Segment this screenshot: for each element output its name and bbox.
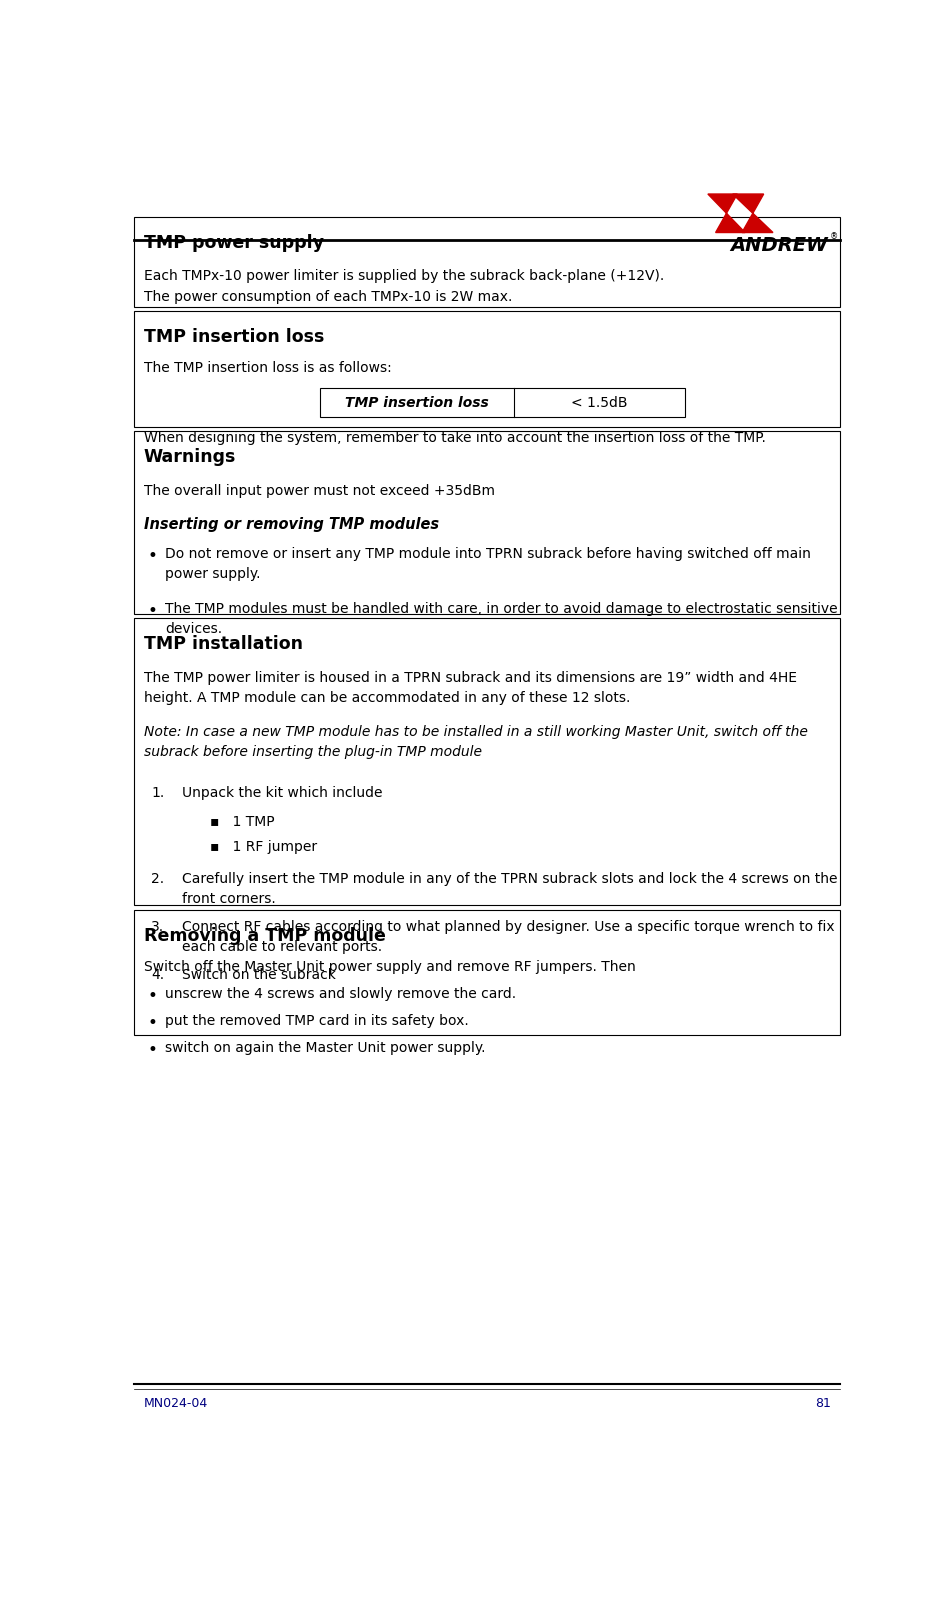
Text: Do not remove or insert any TMP module into TPRN subrack before having switched : Do not remove or insert any TMP module i… — [165, 547, 811, 581]
Text: TMP insertion loss: TMP insertion loss — [345, 396, 489, 409]
Text: •: • — [147, 547, 158, 565]
Text: 1.: 1. — [151, 786, 165, 800]
Polygon shape — [732, 194, 773, 233]
FancyBboxPatch shape — [134, 431, 841, 614]
Text: Note: In case a new TMP module has to be installed in a still working Master Uni: Note: In case a new TMP module has to be… — [144, 725, 807, 759]
Text: TMP power supply: TMP power supply — [144, 234, 323, 252]
Text: unscrew the 4 screws and slowly remove the card.: unscrew the 4 screws and slowly remove t… — [165, 986, 516, 1001]
FancyBboxPatch shape — [134, 909, 841, 1035]
Text: •: • — [147, 602, 158, 621]
Text: MN024-04: MN024-04 — [144, 1397, 208, 1410]
Text: Inserting or removing TMP modules: Inserting or removing TMP modules — [144, 518, 438, 533]
Text: 4.: 4. — [151, 967, 165, 982]
Text: ▪   1 RF jumper: ▪ 1 RF jumper — [209, 840, 317, 853]
Text: Warnings: Warnings — [144, 448, 236, 467]
Text: •: • — [147, 1041, 158, 1059]
Text: TMP installation: TMP installation — [144, 635, 302, 653]
Text: ANDREW: ANDREW — [730, 236, 828, 255]
Text: The overall input power must not exceed +35dBm: The overall input power must not exceed … — [144, 483, 495, 497]
Text: Carefully insert the TMP module in any of the TPRN subrack slots and lock the 4 : Carefully insert the TMP module in any o… — [183, 873, 838, 906]
Text: The TMP power limiter is housed in a TPRN subrack and its dimensions are 19” wid: The TMP power limiter is housed in a TPR… — [144, 670, 797, 704]
Text: •: • — [147, 986, 158, 1006]
Text: Removing a TMP module: Removing a TMP module — [144, 927, 385, 945]
Text: ▪   1 TMP: ▪ 1 TMP — [209, 815, 274, 829]
Text: 2.: 2. — [151, 873, 165, 887]
Text: Each TMPx-10 power limiter is supplied by the subrack back-plane (+12V).
The pow: Each TMPx-10 power limiter is supplied b… — [144, 269, 664, 305]
Text: The TMP modules must be handled with care, in order to avoid damage to electrost: The TMP modules must be handled with car… — [165, 602, 838, 637]
Text: Connect RF cables according to what planned by designer. Use a specific torque w: Connect RF cables according to what plan… — [183, 921, 835, 954]
Text: The TMP insertion loss is as follows:: The TMP insertion loss is as follows: — [144, 361, 392, 375]
Text: 3.: 3. — [151, 921, 165, 934]
Text: switch on again the Master Unit power supply.: switch on again the Master Unit power su… — [165, 1041, 486, 1055]
Text: When designing the system, remember to take into account the insertion loss of t: When designing the system, remember to t… — [144, 431, 766, 446]
FancyBboxPatch shape — [320, 388, 685, 417]
Polygon shape — [708, 194, 745, 233]
Text: put the removed TMP card in its safety box.: put the removed TMP card in its safety b… — [165, 1014, 469, 1028]
FancyBboxPatch shape — [134, 217, 841, 308]
Text: Switch on the subrack: Switch on the subrack — [183, 967, 337, 982]
Text: Switch off the Master Unit power supply and remove RF jumpers. Then: Switch off the Master Unit power supply … — [144, 961, 635, 974]
Text: 81: 81 — [815, 1397, 831, 1410]
Text: •: • — [147, 1014, 158, 1031]
Text: Unpack the kit which include: Unpack the kit which include — [183, 786, 383, 800]
Text: ®: ® — [829, 233, 838, 242]
Text: < 1.5dB: < 1.5dB — [572, 396, 628, 409]
Text: TMP insertion loss: TMP insertion loss — [144, 327, 324, 346]
FancyBboxPatch shape — [134, 618, 841, 906]
FancyBboxPatch shape — [134, 311, 841, 427]
